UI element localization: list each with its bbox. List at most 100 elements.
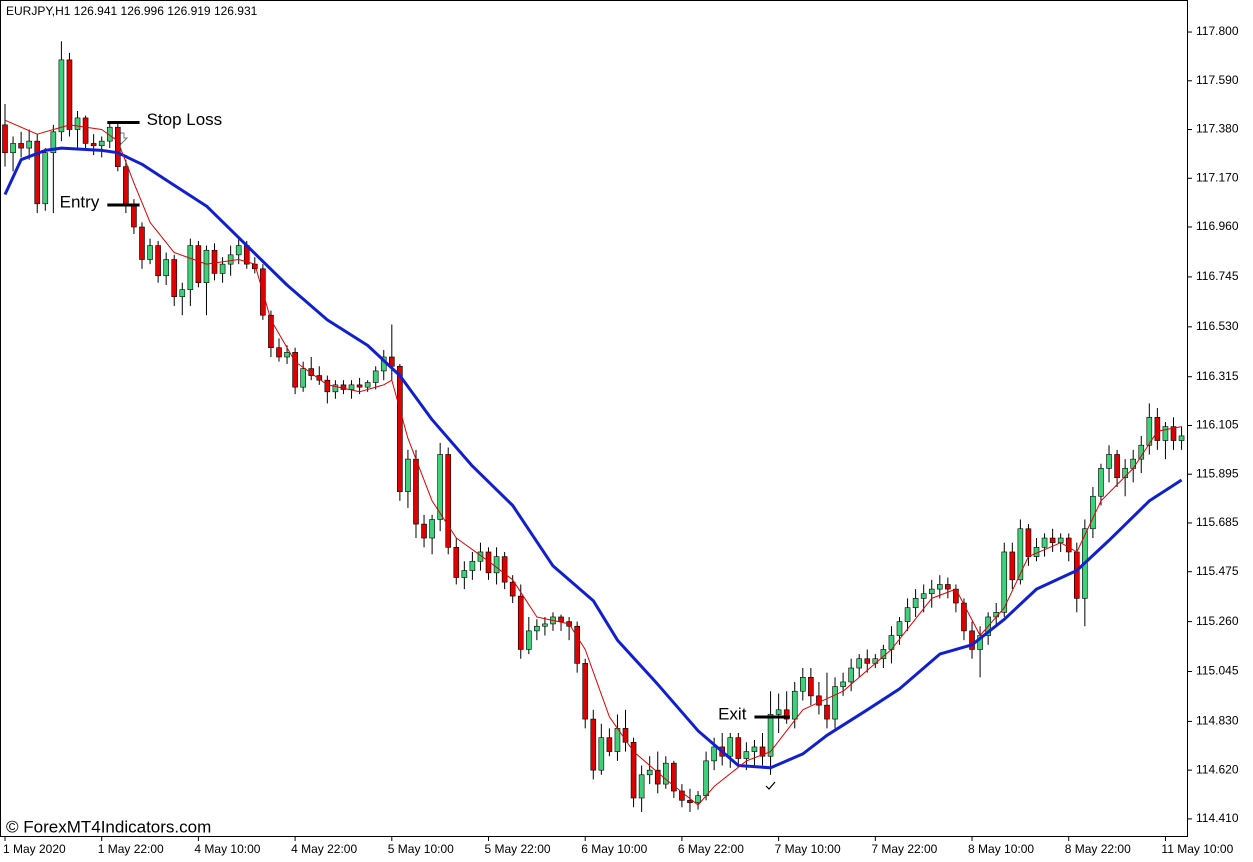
candle-body bbox=[1162, 426, 1169, 441]
candle-body bbox=[90, 143, 97, 147]
x-tick-label: 7 May 22:00 bbox=[871, 842, 937, 856]
candle-body bbox=[139, 226, 145, 260]
candle-body bbox=[751, 746, 758, 752]
candle-body bbox=[2, 124, 8, 154]
watermark: © ForexMT4Indicators.com bbox=[6, 817, 211, 836]
candle-body bbox=[171, 259, 178, 297]
candle-body bbox=[1057, 537, 1064, 543]
candle-body bbox=[1049, 537, 1056, 543]
y-tick-label: 117.800 bbox=[1196, 24, 1239, 38]
candle-body bbox=[695, 795, 701, 803]
y-tick-label: 117.590 bbox=[1196, 73, 1239, 87]
candle-body bbox=[816, 695, 822, 706]
candle-body bbox=[606, 737, 613, 752]
candle-body bbox=[413, 458, 419, 525]
candle-body bbox=[1001, 551, 1008, 613]
candle-body bbox=[1073, 551, 1080, 599]
candle-body bbox=[292, 352, 298, 388]
candle-body bbox=[800, 677, 806, 692]
candle-body bbox=[1178, 435, 1185, 441]
candle-body bbox=[671, 762, 677, 792]
ma-line bbox=[4, 119, 1182, 806]
candle-body bbox=[953, 588, 959, 604]
candle-body bbox=[743, 751, 750, 759]
chart-title: EURJPY,H1 126.941 126.996 126.919 126.93… bbox=[6, 4, 258, 18]
y-tick-label: 117.170 bbox=[1196, 170, 1239, 184]
candle-body bbox=[832, 686, 838, 720]
candle-body bbox=[1122, 468, 1128, 478]
candle-body bbox=[872, 658, 879, 664]
candle-body bbox=[848, 667, 854, 683]
candle-body bbox=[896, 621, 903, 636]
x-tick-label: 11 May 10:00 bbox=[1161, 842, 1233, 856]
candle-body bbox=[1170, 426, 1177, 441]
candle-body bbox=[1098, 468, 1104, 497]
candle-body bbox=[98, 140, 105, 147]
candle-body bbox=[227, 254, 234, 265]
candle-body bbox=[703, 760, 709, 796]
y-tick-label: 116.960 bbox=[1196, 219, 1239, 233]
ma-line bbox=[3, 146, 1183, 770]
candle-body bbox=[1065, 537, 1072, 553]
y-tick-label: 116.315 bbox=[1196, 369, 1239, 383]
candle-body bbox=[364, 382, 371, 388]
candle-body bbox=[453, 547, 460, 578]
x-tick-label: 5 May 22:00 bbox=[485, 842, 551, 856]
x-tick-label: 7 May 10:00 bbox=[775, 842, 841, 856]
candle-body bbox=[840, 681, 846, 687]
candle-body bbox=[920, 593, 927, 599]
candle-body bbox=[268, 314, 274, 349]
y-tick-label: 114.410 bbox=[1196, 811, 1239, 825]
y-tick-label: 115.475 bbox=[1196, 564, 1239, 578]
candle-body bbox=[663, 762, 669, 785]
candle-body bbox=[501, 556, 508, 583]
candle-body bbox=[308, 368, 315, 376]
x-tick-label: 8 May 10:00 bbox=[968, 842, 1034, 856]
candle-body bbox=[1106, 454, 1112, 469]
candle-body bbox=[485, 551, 492, 574]
candle-body bbox=[928, 588, 935, 595]
candle-body bbox=[332, 384, 339, 393]
x-tick-label: 6 May 10:00 bbox=[581, 842, 647, 856]
candle-body bbox=[203, 249, 210, 284]
candle-body bbox=[356, 384, 363, 388]
candle-body bbox=[824, 704, 830, 720]
candle-body bbox=[654, 769, 661, 785]
candle-body bbox=[1146, 417, 1153, 446]
candle-body bbox=[58, 59, 65, 133]
candle-body bbox=[106, 126, 113, 142]
candle-body bbox=[1138, 444, 1145, 460]
x-tick-label: 5 May 10:00 bbox=[388, 842, 454, 856]
candle-body bbox=[630, 741, 637, 799]
candle-body bbox=[1025, 528, 1032, 557]
candle-body bbox=[534, 625, 540, 632]
candle-body bbox=[856, 658, 863, 669]
candle-body bbox=[864, 658, 871, 664]
candle-body bbox=[1130, 458, 1136, 469]
candle-body bbox=[517, 595, 524, 650]
candle-body bbox=[405, 458, 411, 492]
candle-body bbox=[727, 737, 734, 757]
candle-body bbox=[179, 289, 186, 297]
candle-body bbox=[542, 623, 548, 627]
candle-body bbox=[614, 728, 621, 752]
candle-body bbox=[131, 205, 137, 228]
annotation: Stop Loss bbox=[147, 110, 223, 129]
x-tick-label: 4 May 10:00 bbox=[194, 842, 260, 856]
y-tick-label: 114.620 bbox=[1196, 762, 1239, 776]
candle-body bbox=[74, 117, 81, 130]
candle-body bbox=[912, 598, 919, 608]
candle-body bbox=[211, 249, 218, 274]
candle-body bbox=[936, 584, 943, 590]
candle-body bbox=[1017, 528, 1024, 581]
candle-body bbox=[598, 737, 605, 771]
candle-body bbox=[904, 607, 911, 622]
candle-body bbox=[622, 728, 629, 743]
candle-body bbox=[123, 166, 129, 207]
candle-body bbox=[348, 384, 355, 390]
candle-body bbox=[340, 384, 347, 390]
candle-body bbox=[195, 245, 202, 284]
candle-body bbox=[558, 616, 564, 622]
